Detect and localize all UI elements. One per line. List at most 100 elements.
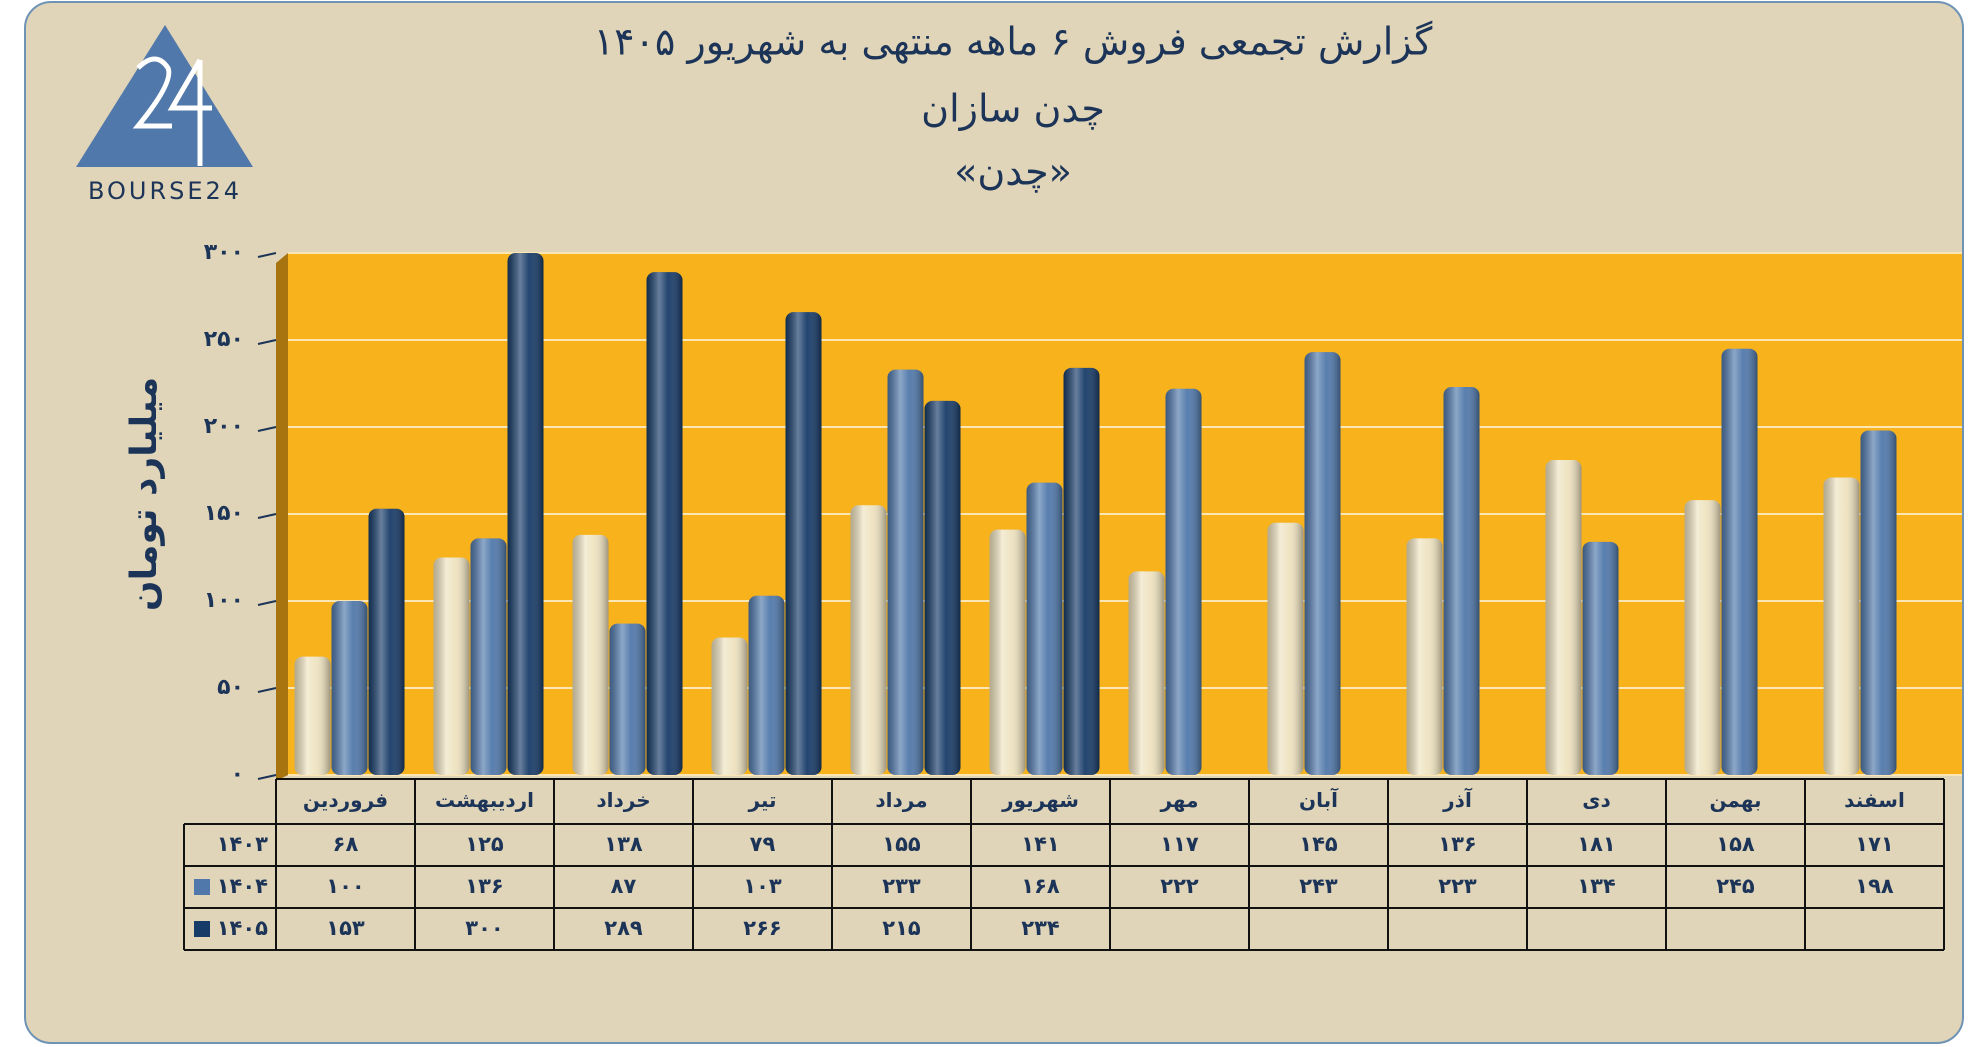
logo-triangle	[76, 25, 253, 167]
y-tick	[257, 339, 277, 345]
y-tick	[257, 774, 277, 780]
data-label: ۱۲۵	[465, 832, 504, 856]
data-label: ۱۸۱	[1577, 832, 1615, 856]
bar-shine	[1684, 500, 1721, 775]
y-tick-label: ۵۰	[217, 675, 244, 700]
data-label: ۲۲۳	[1438, 874, 1477, 898]
x-tick-label: خرداد	[596, 788, 650, 812]
logo-text: BOURSE24	[88, 177, 242, 205]
data-label: ۶۸	[333, 832, 359, 856]
bar-shine	[1128, 571, 1165, 775]
data-label: ۲۳۴	[1021, 916, 1060, 940]
bar-shine	[1165, 388, 1202, 775]
data-label: ۱۳۸	[604, 832, 643, 856]
data-label: ۱۳۴	[1577, 874, 1616, 898]
x-tick-label: شهریور	[1001, 788, 1079, 812]
bar-shine	[470, 538, 507, 775]
data-label: ۸۷	[611, 874, 637, 898]
bar-shine	[368, 508, 405, 775]
bar-shine	[646, 272, 683, 775]
x-tick-label: آبان	[1299, 787, 1339, 812]
data-label: ۲۱۵	[882, 916, 921, 940]
y-tick	[257, 252, 277, 258]
data-label: ۲۶۶	[743, 916, 781, 940]
chart-symbol: «چدن»	[954, 150, 1072, 194]
y-tick	[257, 600, 277, 606]
bar-shine	[785, 312, 822, 775]
data-label: ۲۸۹	[604, 916, 643, 940]
data-label: ۱۹۸	[1855, 874, 1894, 898]
y-tick	[257, 426, 277, 432]
bar-shine	[924, 400, 961, 775]
legend-swatch	[194, 921, 210, 937]
chart-subtitle: چدن سازان	[921, 87, 1105, 131]
data-label: ۱۳۶	[465, 874, 503, 898]
data-label: ۱۵۸	[1716, 832, 1755, 856]
data-label: ۳۰۰	[465, 916, 503, 940]
data-label: ۷۹	[750, 832, 776, 856]
bar-shine	[609, 623, 646, 775]
data-label: ۱۵۵	[882, 832, 921, 856]
bar-shine	[1545, 460, 1582, 775]
bar-shine	[748, 595, 785, 775]
bar-shine	[433, 557, 470, 775]
bar-shine	[507, 253, 544, 775]
legend-label: ۱۴۰۵	[217, 916, 268, 940]
bar-shine	[1406, 538, 1443, 775]
bar-shine	[1063, 367, 1100, 775]
bar-shine	[1721, 348, 1758, 775]
y-axis-label: میلیارد تومان	[124, 377, 165, 611]
bar-shine	[572, 534, 609, 775]
y-tick-label: ۱۵۰	[204, 501, 244, 526]
bar-shine	[711, 637, 748, 775]
legend-label: ۱۴۰۴	[217, 874, 268, 898]
x-tick-label: مرداد	[875, 788, 927, 812]
bar-shine	[887, 369, 924, 775]
data-label: ۱۴۵	[1299, 832, 1338, 856]
data-label: ۲۴۳	[1299, 874, 1338, 898]
x-tick-label: آذر	[1442, 787, 1473, 812]
x-tick-label: بهمن	[1709, 788, 1761, 812]
x-tick-label: دی	[1582, 788, 1611, 812]
bar-shine	[1860, 430, 1897, 775]
legend-swatch	[194, 879, 210, 895]
y-tick	[257, 687, 277, 693]
bar-shine	[331, 601, 368, 775]
data-label: ۱۱۷	[1160, 832, 1199, 856]
data-label: ۲۴۵	[1716, 874, 1755, 898]
data-label: ۱۶۸	[1021, 874, 1060, 898]
data-label: ۲۲۲	[1160, 874, 1199, 898]
data-label: ۱۷۱	[1855, 832, 1893, 856]
bar-shine	[1026, 482, 1063, 775]
x-tick-label: اردیبهشت	[435, 788, 534, 812]
logo: BOURSE24	[76, 25, 253, 205]
x-tick-label: اسفند	[1844, 788, 1905, 812]
y-tick-label: ۱۰۰	[204, 588, 244, 613]
bar-shine	[1267, 522, 1304, 775]
chart-title: گزارش تجمعی فروش ۶ ماهه منتهی به شهریور …	[594, 20, 1434, 65]
x-tick-label: مهر	[1159, 788, 1198, 812]
data-label: ۱۳۶	[1438, 832, 1476, 856]
data-label: ۱۴۱	[1021, 832, 1059, 856]
y-tick-label: ۲۵۰	[204, 327, 244, 352]
logo-glyph	[167, 58, 212, 166]
y-tick-label: ۳۰۰	[204, 240, 244, 265]
bar-shine	[1443, 386, 1480, 775]
y-tick-label: ۰	[231, 762, 244, 787]
data-label: ۱۵۳	[326, 916, 365, 940]
logo-glyph	[132, 56, 172, 129]
data-label: ۱۰۳	[743, 874, 782, 898]
data-label: ۱۰۰	[326, 874, 364, 898]
bar-shine	[989, 529, 1026, 775]
x-tick-label: فروردین	[303, 788, 388, 812]
data-label: ۲۳۳	[882, 874, 921, 898]
x-tick-label: تیر	[747, 788, 776, 812]
bar-shine	[850, 505, 887, 775]
bar-shine	[294, 656, 331, 775]
y-tick	[257, 513, 277, 519]
bar-shine	[1304, 352, 1341, 775]
legend-label: ۱۴۰۳	[217, 832, 268, 856]
bar-shine	[1582, 541, 1619, 775]
bar-shine	[1823, 477, 1860, 775]
